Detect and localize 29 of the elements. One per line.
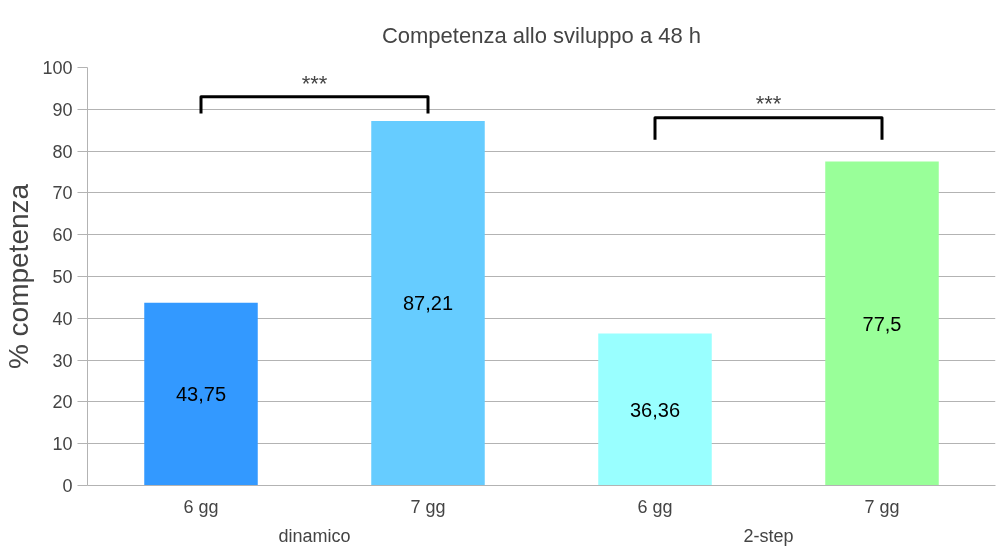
y-tick-label: 90 [52,99,73,120]
bar [371,120,485,486]
y-tick-label: 70 [52,183,73,204]
text: dinamico [278,525,351,546]
y-tick-label: 80 [52,141,73,162]
bar [144,302,258,486]
x-tick-label: 7 gg [864,496,900,517]
y-tick-label: 100 [42,58,73,78]
annotation: *** [301,70,328,96]
data-label: 36,36 [629,398,681,421]
y-axis-title: % competenza [3,183,35,370]
x-tick-label: 6 gg [183,496,219,517]
y-tick-label: 20 [52,392,73,413]
data-label: 87,21 [402,292,454,315]
annotation: *** [755,91,782,117]
text: 2-step [743,525,794,546]
y-tick-label: 60 [52,225,73,246]
bar [598,333,712,486]
x-tick-label: 7 gg [410,496,446,517]
bar [825,161,939,486]
y-tick-label: 0 [62,476,73,496]
y-tick-label: 30 [52,350,73,371]
data-label: 43,75 [175,383,227,406]
chart-title: Competenza allo sviluppo a 48 h [381,22,702,48]
data-label: 77,5 [862,312,902,335]
y-tick-label: 10 [52,434,73,455]
y-tick-label: 40 [52,308,73,329]
x-tick-label: 6 gg [637,496,673,517]
y-tick-label: 50 [52,267,73,287]
